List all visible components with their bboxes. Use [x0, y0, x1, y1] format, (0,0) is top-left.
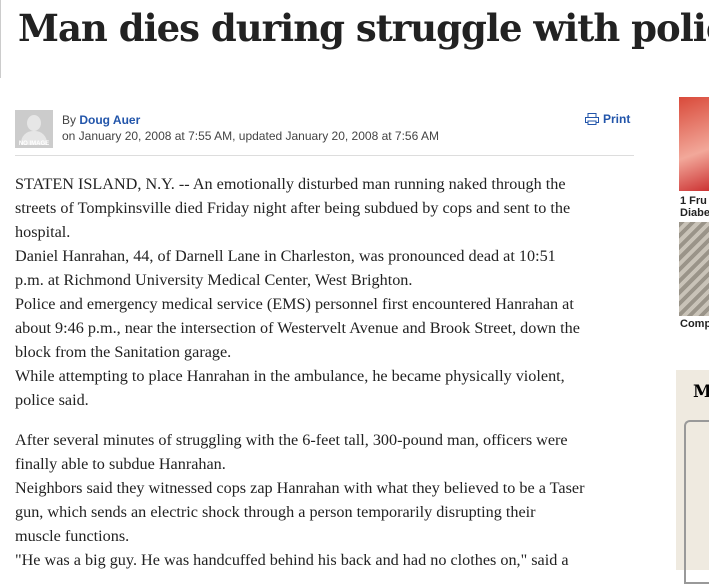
- text-line: block from the Sanitation garage.: [15, 343, 232, 361]
- sidebar-caption[interactable]: 1 Fru Diabe: [680, 195, 709, 219]
- date: on January 20, 2008 at 7:55 AM, updated …: [62, 129, 439, 143]
- sidebar-caption[interactable]: Comp: [680, 318, 709, 330]
- byline: By Doug Auer on January 20, 2008 at 7:55…: [62, 112, 439, 144]
- paragraph-group: After several minutes of struggling with…: [15, 428, 584, 572]
- sidebar-image[interactable]: [679, 222, 709, 316]
- caption-line[interactable]: 1 Fru: [680, 195, 707, 207]
- text-line: muscle functions.: [15, 527, 130, 545]
- sidebar-image[interactable]: [679, 97, 709, 191]
- text-line: While attempting to place Hanrahan in th…: [15, 367, 565, 385]
- print-icon: [585, 113, 599, 125]
- text-line: Neighbors said they witnessed cops zap H…: [15, 479, 585, 497]
- text-line: police said.: [15, 391, 89, 409]
- author-link[interactable]: Doug Auer: [79, 113, 141, 127]
- headline: Man dies during struggle with police: [18, 6, 709, 50]
- edge-line: [0, 0, 1, 78]
- avatar-text: NO IMAGE: [18, 141, 50, 147]
- text-line: STATEN ISLAND, N.Y. -- An emotionally di…: [15, 175, 566, 193]
- separator: [15, 155, 634, 156]
- box-title: M: [693, 382, 709, 402]
- print-text[interactable]: Print: [603, 112, 631, 126]
- text-line: p.m. at Richmond University Medical Cent…: [15, 271, 413, 289]
- caption-line[interactable]: Diabe: [680, 207, 709, 219]
- article-body: STATEN ISLAND, N.Y. -- An emotionally di…: [15, 172, 584, 588]
- text-line: gun, which sends an electric shock throu…: [15, 503, 536, 521]
- avatar: NO IMAGE: [15, 110, 53, 148]
- text-line: "He was a big guy. He was handcuffed beh…: [15, 551, 569, 569]
- text-line: Police and emergency medical service (EM…: [15, 295, 574, 313]
- sidebar-box: M: [676, 370, 709, 584]
- text-line: hospital.: [15, 223, 71, 241]
- text-line: finally able to subdue Hanrahan.: [15, 455, 226, 473]
- text-line: about 9:46 p.m., near the intersection o…: [15, 319, 580, 337]
- text-line: streets of Tompkinsville died Friday nig…: [15, 199, 571, 217]
- text-line: Daniel Hanrahan, 44, of Darnell Lane in …: [15, 247, 556, 265]
- by-prefix: By: [62, 113, 77, 127]
- print-link[interactable]: Print: [585, 112, 630, 126]
- text-line: After several minutes of struggling with…: [15, 431, 568, 449]
- paragraph-group: STATEN ISLAND, N.Y. -- An emotionally di…: [15, 172, 584, 412]
